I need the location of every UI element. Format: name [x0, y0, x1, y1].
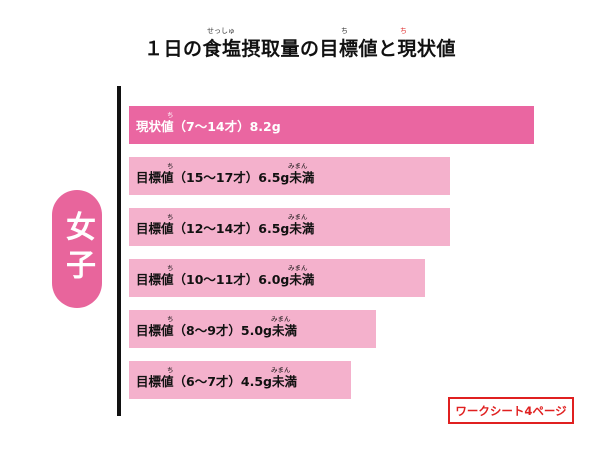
- bar-target-5: ち目標値（6～7才）4.5g未満 みまん: [129, 361, 351, 399]
- bar-ruby-chi: ち: [167, 366, 174, 374]
- worksheet-page-text: ワークシート4ページ: [455, 403, 567, 418]
- bar-ruby-miman: みまん: [271, 366, 291, 374]
- chart-title: １日の食塩摂取量の目標値と現状値: [0, 34, 600, 61]
- bar-target-4: ち目標値（8～9才）5.0g未満 みまん: [129, 310, 376, 348]
- chart-title-text: １日の食塩摂取量の目標値と現状値: [143, 38, 456, 60]
- bar-current-0: ち現状値（7～14才）8.2g: [129, 106, 534, 144]
- bar-ruby-chi: ち: [167, 162, 174, 170]
- bar-ruby-miman: みまん: [288, 264, 308, 272]
- bar-label: 目標値（10～11才）6.0g未満: [136, 271, 315, 287]
- ruby-sesshu: せっしゅ: [207, 27, 235, 35]
- bar-ruby-chi: ち: [167, 315, 174, 323]
- group-label-text: 女子: [60, 211, 95, 287]
- y-axis-line: [117, 86, 121, 416]
- ruby-chi-target: ち: [341, 27, 348, 35]
- bar-label: 目標値（12～14才）6.5g未満: [136, 220, 315, 236]
- bar-label: 目標値（6～7才）4.5g未満: [136, 373, 297, 389]
- bar-label: 現状値（7～14才）8.2g: [136, 118, 281, 134]
- group-label-girls: 女子: [52, 190, 102, 308]
- bar-ruby-chi: ち: [167, 213, 174, 221]
- worksheet-page-badge: ワークシート4ページ: [448, 397, 574, 424]
- bar-ruby-miman: みまん: [271, 315, 291, 323]
- bar-label: 目標値（15～17才）6.5g未満: [136, 169, 315, 185]
- bar-label: 目標値（8～9才）5.0g未満: [136, 322, 297, 338]
- bar-target-2: ち目標値（12～14才）6.5g未満 みまん: [129, 208, 450, 246]
- bar-ruby-miman: みまん: [288, 213, 308, 221]
- ruby-chi-current: ち: [400, 27, 407, 35]
- bar-ruby-chi: ち: [167, 111, 174, 119]
- bar-target-1: ち目標値（15～17才）6.5g未満 みまん: [129, 157, 450, 195]
- bar-target-3: ち目標値（10～11才）6.0g未満 みまん: [129, 259, 425, 297]
- bar-ruby-chi: ち: [167, 264, 174, 272]
- bar-ruby-miman: みまん: [288, 162, 308, 170]
